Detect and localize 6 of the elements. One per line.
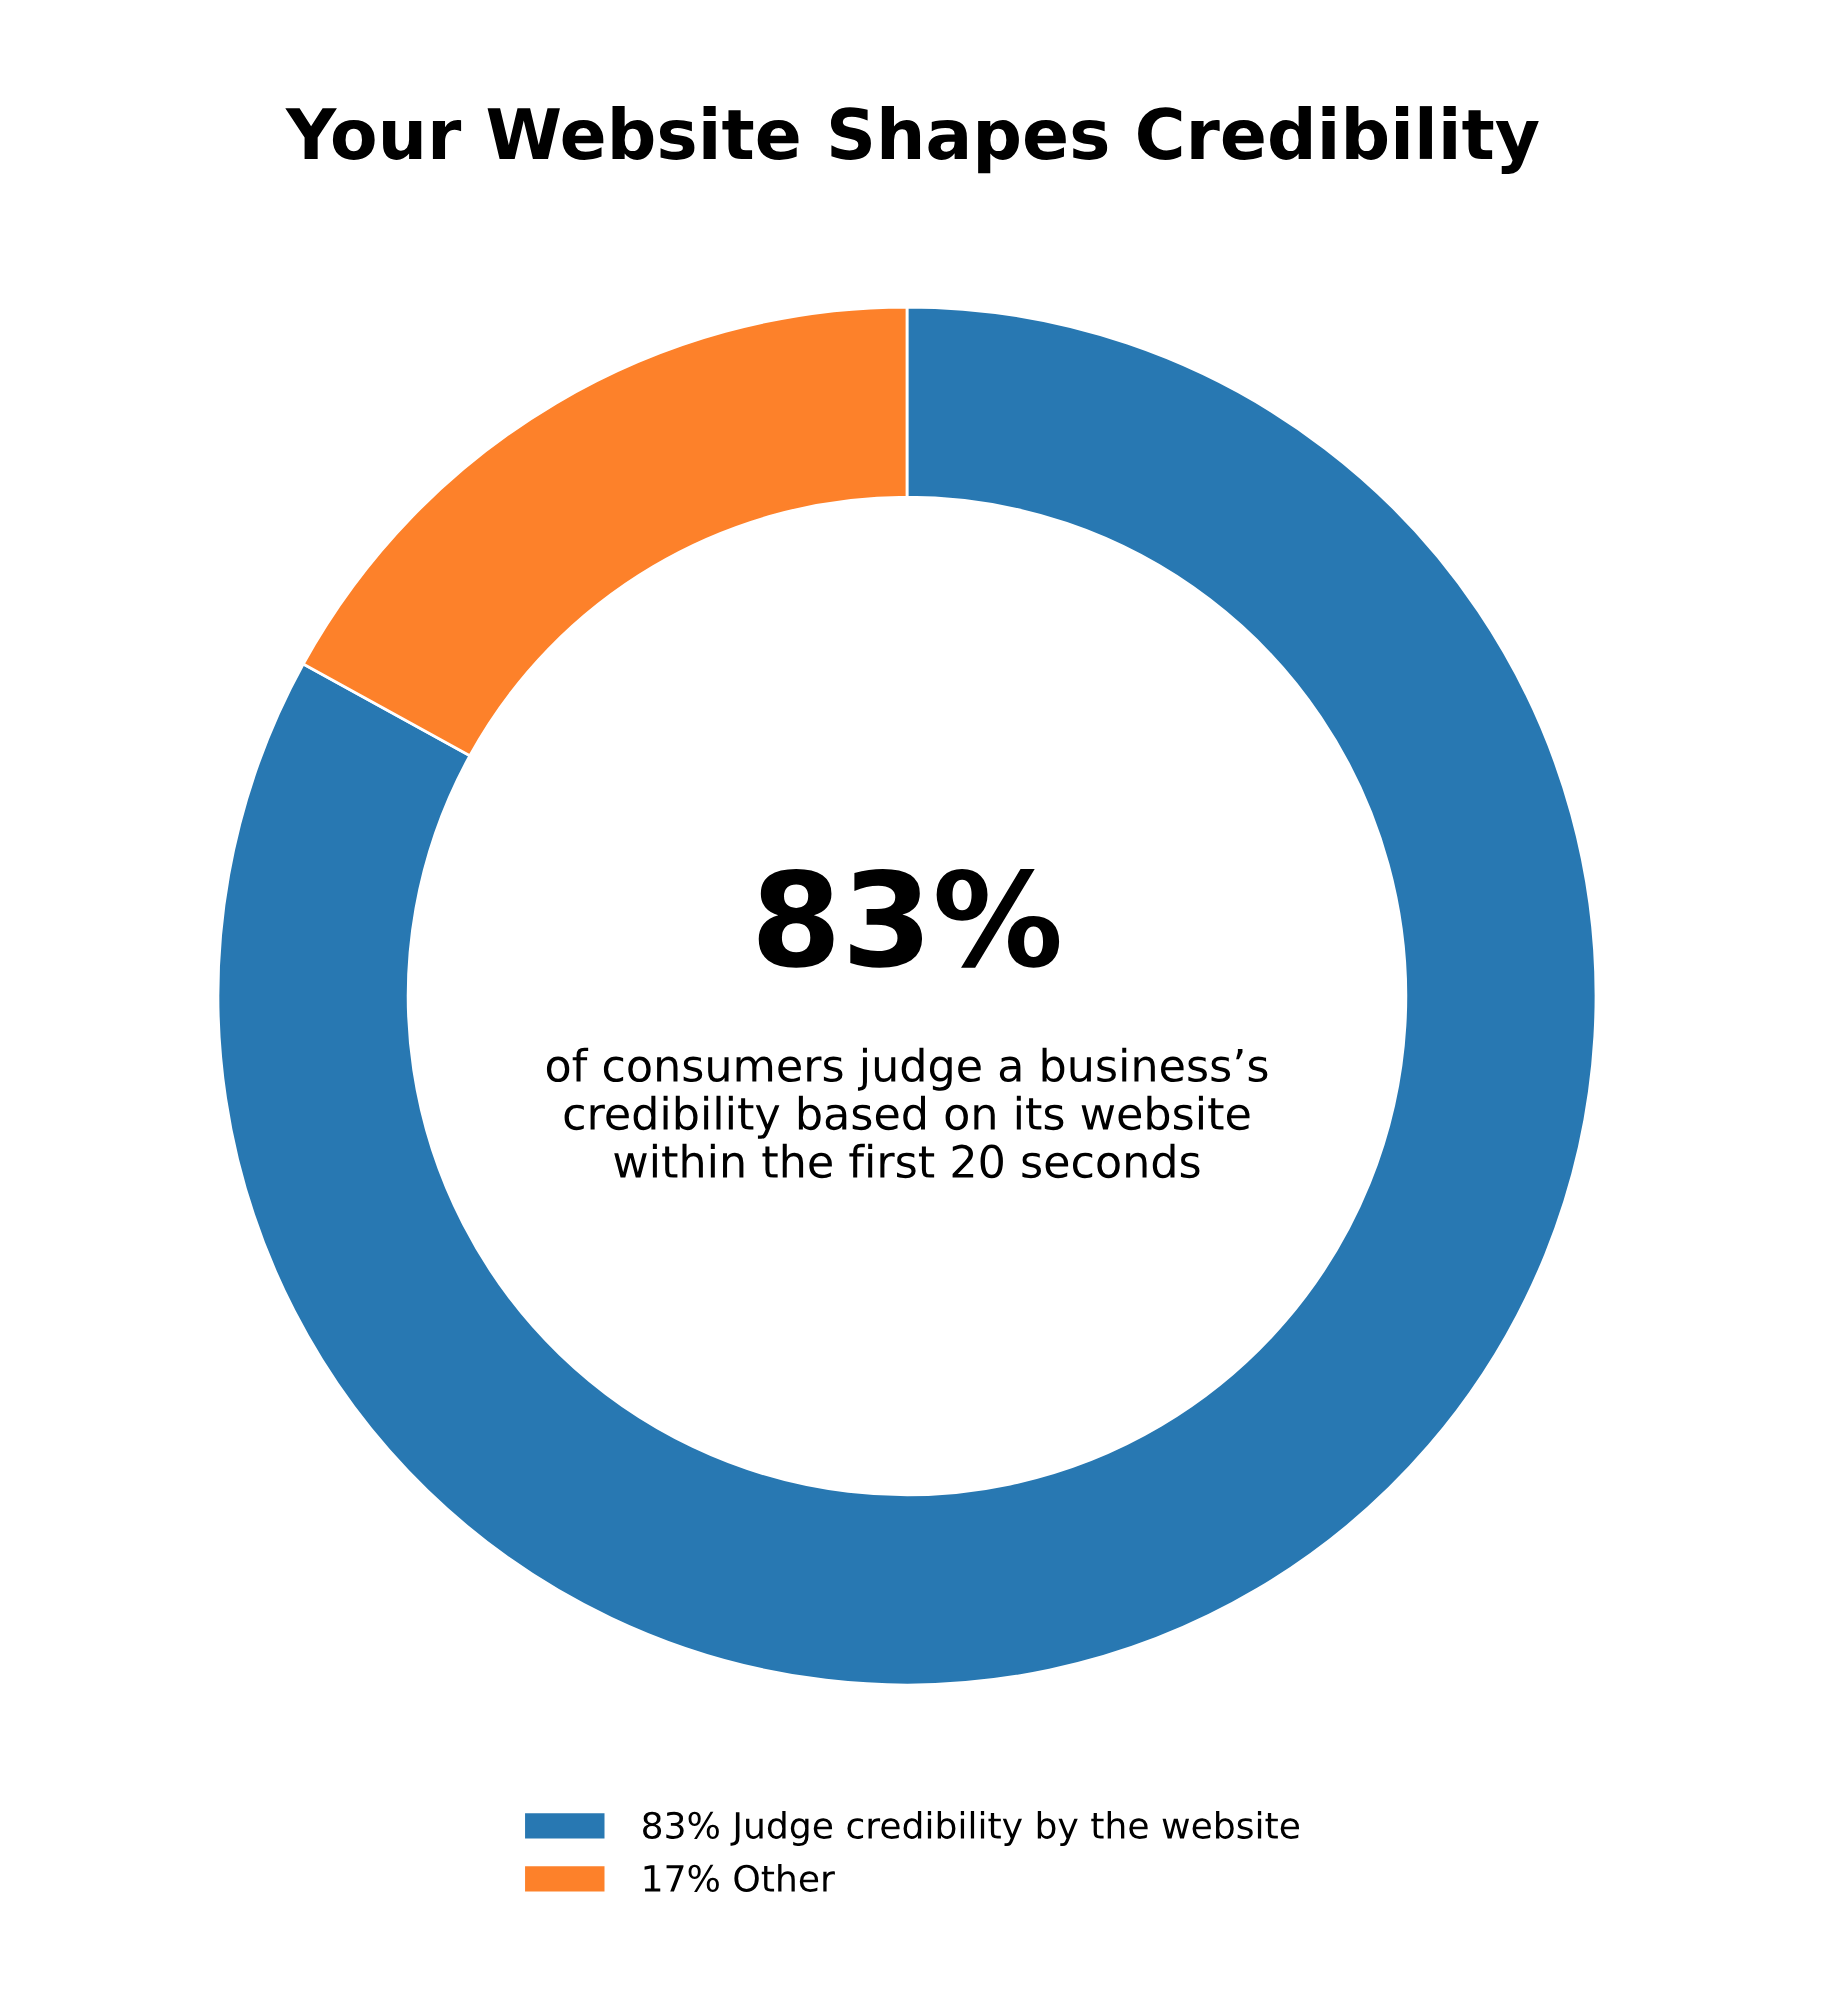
donut-slice — [216, 305, 1598, 1687]
legend-label: 83% Judge credibility by the website — [643, 1811, 1300, 1846]
legend-label: 17% Other — [644, 1864, 835, 1892]
text: 83% — [758, 868, 1060, 968]
chart-title: Your Website Shapes Credibility — [285, 106, 1539, 174]
text: of consumers judge a business’s credibility based on its website within the first 20 seconds — [546, 1047, 1268, 1179]
